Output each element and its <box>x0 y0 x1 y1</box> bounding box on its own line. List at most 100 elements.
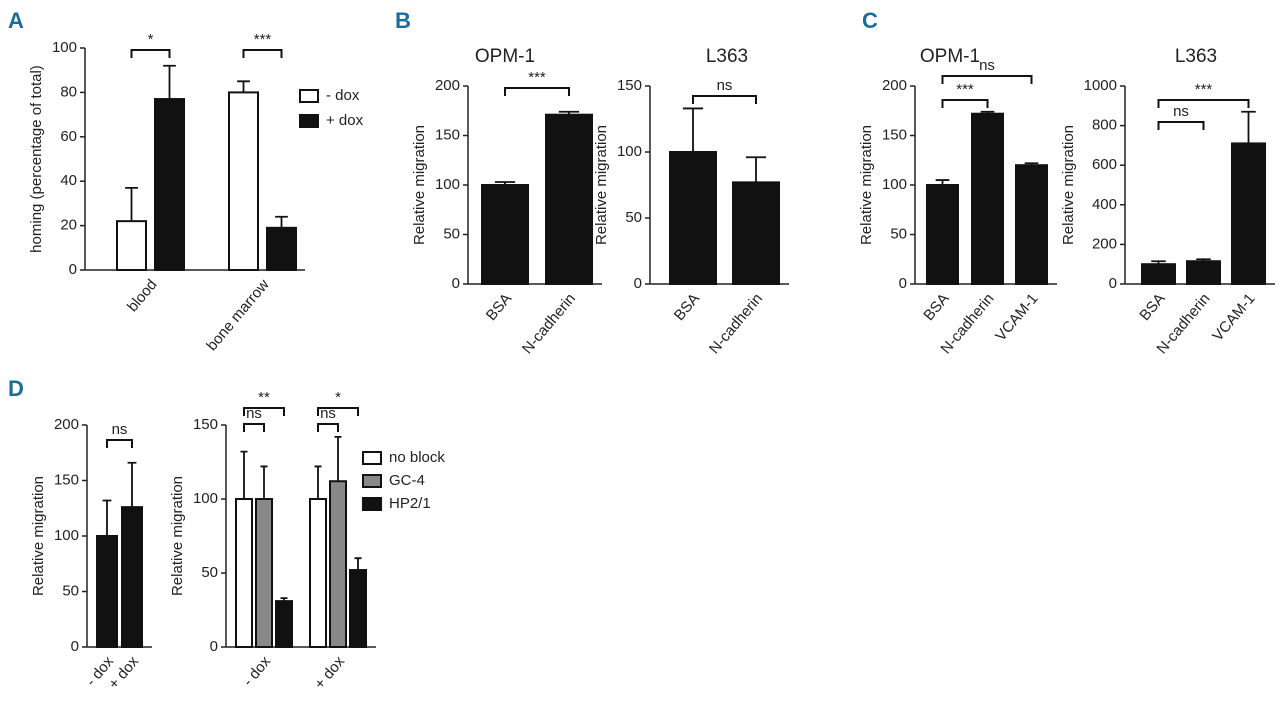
y-tick-label: 150 <box>193 416 218 433</box>
bar <box>154 98 185 271</box>
y-tick-label: 200 <box>882 77 907 94</box>
bar <box>732 181 780 285</box>
panel-label: D <box>8 376 24 401</box>
error-bar <box>127 461 137 508</box>
y-tick-label: 0 <box>899 275 907 292</box>
x-tick-label: bone marrow <box>203 276 272 354</box>
significance-label: ns <box>112 421 128 438</box>
legend-swatch <box>362 474 382 488</box>
y-axis-label: Relative migration <box>858 125 875 245</box>
significance-label: * <box>148 31 154 48</box>
significance-label: * <box>335 389 341 406</box>
y-tick-label: 150 <box>882 126 907 143</box>
panel-label: C <box>862 8 878 33</box>
legend-swatch <box>362 451 382 465</box>
x-tick-label: BSA <box>920 290 952 324</box>
panel-label: A <box>8 8 24 33</box>
error-bar <box>125 186 138 222</box>
y-tick-label: 80 <box>60 83 77 100</box>
y-tick-label: 600 <box>1092 156 1117 173</box>
error-bar <box>275 215 288 228</box>
y-tick-label: 100 <box>617 143 642 160</box>
bar <box>228 91 259 272</box>
bar <box>349 569 367 648</box>
y-tick-label: 400 <box>1092 196 1117 213</box>
error-bar <box>935 179 950 185</box>
bar <box>481 184 529 285</box>
significance-bracket <box>317 423 339 432</box>
significance-label: ns <box>717 77 733 94</box>
significance-bracket <box>692 95 757 104</box>
significance-label: ns <box>246 405 262 422</box>
bar <box>116 220 147 272</box>
x-tick-label: BSA <box>483 290 515 324</box>
x-tick-label: N-cadherin <box>519 290 579 357</box>
x-tick-label: N-cadherin <box>706 290 766 357</box>
legend-label: no block <box>389 449 445 466</box>
legend-label: HP2/1 <box>389 495 431 512</box>
chart-title: OPM-1 <box>920 46 980 67</box>
y-tick-label: 1000 <box>1084 77 1117 94</box>
chart-title: L363 <box>706 46 748 67</box>
bar <box>309 498 327 648</box>
x-tick-label: - dox <box>240 653 275 690</box>
y-tick-label: 200 <box>435 77 460 94</box>
error-bar <box>980 110 995 114</box>
y-tick-label: 50 <box>201 564 218 581</box>
bar <box>669 151 717 285</box>
legend-swatch <box>299 114 319 128</box>
error-bar <box>354 557 362 571</box>
error-bar <box>494 181 516 185</box>
significance-label: ns <box>1173 103 1189 120</box>
error-bar <box>682 107 704 152</box>
significance-label: *** <box>528 69 546 86</box>
significance-bracket <box>504 87 570 96</box>
error-bar <box>334 435 342 482</box>
significance-label: ns <box>979 57 995 74</box>
bar <box>971 112 1004 285</box>
y-tick-label: 100 <box>52 39 77 56</box>
y-tick-label: 50 <box>890 225 907 242</box>
error-bar <box>1196 258 1211 262</box>
x-tick-label: BSA <box>1136 290 1168 324</box>
error-bar <box>1151 260 1166 265</box>
error-bar <box>745 156 767 183</box>
significance-label: *** <box>1195 81 1213 98</box>
x-tick-label: VCAM-1 <box>992 290 1041 344</box>
y-tick-label: 100 <box>882 176 907 193</box>
chart-title: OPM-1 <box>475 46 535 67</box>
significance-bracket <box>130 49 171 58</box>
significance-bracket <box>242 49 283 58</box>
error-bar <box>237 80 250 93</box>
y-axis-label: Relative migration <box>411 125 428 245</box>
bar <box>255 498 273 648</box>
significance-bracket <box>106 439 133 448</box>
bar <box>96 535 118 648</box>
bar <box>1015 164 1048 285</box>
y-tick-label: 800 <box>1092 117 1117 134</box>
y-axis-label: Relative migration <box>30 476 47 596</box>
y-tick-label: 60 <box>60 128 77 145</box>
significance-bracket <box>243 423 265 432</box>
bar <box>926 184 959 285</box>
bar <box>275 600 293 648</box>
y-tick-label: 0 <box>71 638 79 655</box>
significance-label: ** <box>258 389 270 406</box>
y-axis-label: homing (percentage of total) <box>28 65 45 253</box>
chart-title: L363 <box>1175 46 1217 67</box>
y-tick-label: 0 <box>69 261 77 278</box>
y-tick-label: 0 <box>1109 275 1117 292</box>
error-bar <box>1024 162 1039 166</box>
significance-bracket <box>1157 121 1205 130</box>
y-tick-label: 200 <box>1092 235 1117 252</box>
x-tick-label: + dox <box>311 653 348 693</box>
significance-label: *** <box>956 81 974 98</box>
y-tick-label: 50 <box>625 209 642 226</box>
legend-label: + dox <box>326 112 364 129</box>
error-bar <box>260 465 268 499</box>
error-bar <box>102 499 112 536</box>
y-tick-label: 200 <box>54 416 79 433</box>
error-bar <box>240 450 248 499</box>
y-tick-label: 20 <box>60 217 77 234</box>
y-tick-label: 100 <box>54 527 79 544</box>
